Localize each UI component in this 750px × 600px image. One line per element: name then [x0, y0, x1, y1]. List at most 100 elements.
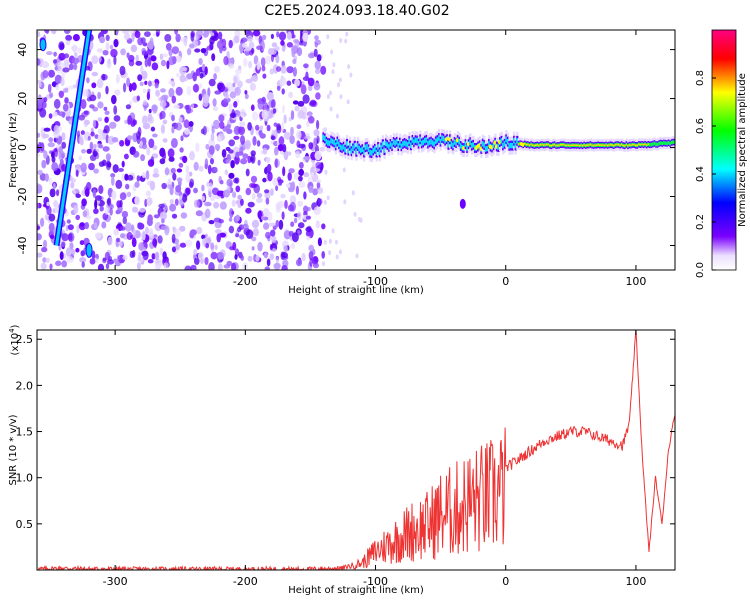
- noise-blob: [244, 50, 251, 56]
- noise-blob: [53, 98, 61, 109]
- track-core: [380, 144, 383, 151]
- noise-blob: [140, 154, 146, 162]
- noise-blob: [294, 105, 300, 112]
- noise-blob: [192, 83, 200, 93]
- track-core: [650, 142, 653, 147]
- x-tick-label: 0: [502, 275, 509, 288]
- noise-blob: [329, 90, 332, 96]
- noise-blob: [144, 58, 149, 68]
- track-peak: [595, 144, 599, 146]
- noise-blob: [286, 66, 294, 74]
- noise-blob: [114, 30, 119, 36]
- track-peak: [638, 143, 641, 146]
- noise-blob: [251, 219, 260, 229]
- noise-blob: [166, 60, 170, 70]
- track-core: [464, 141, 467, 147]
- noise-blob: [300, 84, 307, 95]
- noise-blob: [49, 92, 54, 98]
- noise-blob: [270, 47, 277, 55]
- noise-blob: [146, 196, 153, 207]
- noise-blob: [89, 141, 94, 151]
- noise-blob: [147, 159, 155, 167]
- noise-blob: [80, 162, 87, 173]
- noise-blob: [75, 193, 81, 198]
- noise-blob: [175, 33, 181, 43]
- noise-blob: [250, 175, 258, 183]
- noise-blob: [105, 34, 110, 41]
- noise-blob: [41, 61, 50, 69]
- track-peak: [616, 143, 619, 146]
- noise-blob: [142, 230, 146, 241]
- noise-blob: [142, 100, 148, 106]
- track-core: [455, 140, 458, 146]
- noise-blob: [257, 241, 263, 252]
- track-peak: [594, 144, 597, 146]
- noise-blob: [235, 151, 240, 158]
- noise-blob: [132, 119, 138, 126]
- snr-y-ticks: 0.5 1.0 1.5 2.0 2.5: [16, 333, 675, 531]
- noise-blob: [244, 93, 249, 100]
- noise-blob: [249, 49, 254, 56]
- noise-blob: [128, 59, 135, 67]
- noise-blob: [96, 78, 104, 89]
- noise-blob: [248, 60, 253, 69]
- noise-blob: [266, 163, 272, 173]
- noise-blob: [98, 185, 104, 194]
- noise-blob: [204, 66, 208, 76]
- noise-blob: [294, 78, 301, 87]
- snr-frame: [36, 329, 676, 571]
- track-core: [392, 139, 395, 145]
- noise-blob: [295, 185, 299, 195]
- noise-blob: [84, 110, 90, 116]
- noise-blob: [152, 173, 160, 178]
- noise-blob: [342, 167, 346, 173]
- noise-blob: [265, 156, 271, 164]
- noise-blob: [262, 208, 270, 217]
- track-core: [663, 141, 666, 145]
- noise-blob: [218, 219, 224, 224]
- noise-blob: [111, 94, 117, 105]
- noise-blob: [270, 188, 274, 196]
- track-peak: [603, 144, 606, 147]
- noise-blob: [47, 142, 55, 148]
- noise-blob: [131, 32, 135, 42]
- noise-blob: [127, 135, 133, 141]
- edge-blob: [39, 38, 47, 52]
- noise-blob: [228, 103, 233, 114]
- noise-blob: [233, 76, 238, 84]
- track-core: [341, 145, 344, 151]
- track-peak: [569, 144, 572, 147]
- noise-blob: [251, 111, 259, 121]
- track-core: [322, 134, 325, 140]
- track-peak: [574, 144, 577, 146]
- track-peak: [536, 144, 539, 146]
- noise-blob: [43, 150, 48, 159]
- noise-blob: [218, 114, 225, 122]
- noise-blob: [239, 121, 246, 127]
- noise-blob: [223, 97, 231, 103]
- noise-blob: [207, 164, 212, 175]
- noise-blob: [158, 203, 165, 209]
- noise-blob: [98, 161, 105, 168]
- noise-blob: [37, 31, 41, 38]
- noise-blob: [74, 52, 78, 57]
- track-peak: [586, 144, 589, 146]
- noise-blob: [134, 30, 141, 39]
- x-tick-label: 100: [625, 275, 646, 288]
- noise-blob: [119, 226, 126, 231]
- noise-blob: [228, 172, 235, 179]
- noise-blob: [104, 116, 109, 123]
- noise-blob: [48, 177, 52, 185]
- track-core: [338, 141, 341, 147]
- noise-blob: [39, 108, 47, 118]
- noise-blob: [311, 162, 317, 167]
- track-peak: [633, 143, 636, 146]
- noise-blob: [289, 201, 296, 212]
- noise-blob: [153, 32, 157, 37]
- spectrogram-x-label: Height of straight line (km): [288, 285, 424, 296]
- noise-blob: [56, 68, 63, 74]
- noise-blob: [52, 111, 58, 117]
- noise-blob: [104, 251, 110, 261]
- track-core: [363, 149, 366, 156]
- noise-blob: [233, 35, 240, 44]
